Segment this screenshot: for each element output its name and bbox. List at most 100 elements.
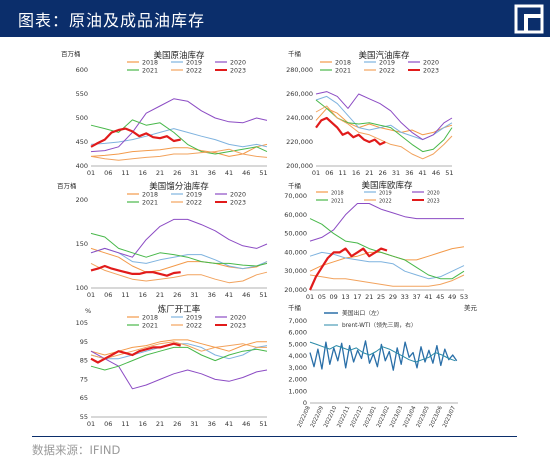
- series-line-2020: [309, 203, 464, 242]
- x-tick-label: 06: [104, 169, 112, 177]
- x-tick-label: 21: [365, 169, 373, 177]
- series-line-2023: [90, 264, 181, 277]
- series-line-2022: [90, 262, 268, 284]
- legend-label: brent-WTI（领先三周，右）: [342, 321, 417, 329]
- y-tick-label: 220,000: [286, 138, 313, 146]
- x-tick-label: 2023/07: [442, 405, 457, 429]
- y-tick-label: 55: [80, 413, 88, 421]
- footer-divider: [32, 436, 517, 437]
- x-tick-label: 21: [156, 291, 164, 299]
- x-tick-label: 51: [259, 420, 267, 428]
- series-line-2023: [308, 247, 388, 291]
- chart-title: 炼厂开工率: [158, 304, 201, 315]
- chart-title: 美国馏分油库存: [149, 181, 209, 192]
- y-tick-label: 105: [76, 319, 88, 327]
- series-line-2023: [315, 116, 386, 146]
- series-line-2021: [90, 232, 268, 267]
- x-tick-label: 06: [104, 291, 112, 299]
- x-tick-label: 26: [173, 169, 181, 177]
- x-tick-label: 41: [424, 293, 432, 301]
- chart-title: 美国原油库存: [153, 50, 205, 61]
- chart-distillate-inventory: 美国馏分油库存 百万桶 200 150 100 01 06 11 16 21 26 31 36 41 46 5…: [55, 180, 275, 305]
- x-tick-label: 33: [401, 293, 409, 301]
- legend-label: 2021: [142, 68, 158, 75]
- x-tick-label: 11: [121, 169, 129, 177]
- chart-gasoline-inventory: 美国汽油库存 千桶 280,000 260,000 240,000 220,000 200,…: [268, 48, 458, 178]
- y-axis-unit: 百万桶: [61, 49, 81, 58]
- legend-label: 2019: [186, 60, 202, 67]
- x-tick-label: 26: [173, 291, 181, 299]
- series-line-2018: [315, 107, 453, 136]
- x-tick-label: 36: [208, 420, 216, 428]
- legend-label: 2019: [186, 315, 202, 322]
- x-tick-label: 49: [448, 293, 456, 301]
- series-line-2020: [90, 350, 268, 390]
- y-tick-label: 50,000: [284, 230, 307, 238]
- legend-label: 2022: [186, 323, 202, 330]
- legend-label: 2022: [379, 199, 392, 205]
- y-tick-label: 40,000: [284, 248, 307, 256]
- series-line-2019: [90, 247, 268, 270]
- x-tick-label: 25: [377, 293, 385, 301]
- x-tick-label: 41: [225, 420, 233, 428]
- x-tick-label: 41: [225, 169, 233, 177]
- x-tick-label: 21: [365, 293, 373, 301]
- x-tick-label: 01: [306, 293, 314, 301]
- legend-label: 2018: [331, 191, 344, 197]
- y-axis-unit: 千桶: [288, 181, 301, 190]
- series-line-2020: [315, 91, 453, 141]
- chart-cushing-inventory: 美国库欧库存 千桶 70,000 60,000 50,000 40,000 30,000 20…: [268, 180, 468, 305]
- series-line-2019: [309, 251, 465, 280]
- series-line-2020: [90, 98, 268, 153]
- x-tick-label: 31: [190, 291, 198, 299]
- series-line-2021: [90, 346, 268, 371]
- x-tick-label: 16: [139, 420, 147, 428]
- legend-label: 2022: [186, 68, 202, 75]
- series-line-2018: [90, 339, 267, 356]
- x-tick-label: 05: [318, 293, 326, 301]
- y-tick-label: 65: [80, 394, 88, 402]
- y-axis-unit: 千桶: [288, 303, 301, 312]
- y-tick-label: 150: [76, 240, 88, 248]
- y-tick-label: 75: [80, 375, 88, 383]
- legend-label: 2023: [423, 68, 439, 75]
- y-tick-label: 85: [80, 357, 88, 365]
- legend-label: 2021: [331, 199, 344, 205]
- y-tick-label: 500: [76, 114, 88, 122]
- legend-label: 2021: [142, 200, 158, 207]
- x-tick-label: 31: [190, 420, 198, 428]
- series-line-2021: [309, 218, 465, 280]
- x-tick-label: 51: [445, 169, 453, 177]
- legend-label: 2023: [427, 199, 440, 205]
- legend-label: 2023: [230, 323, 246, 330]
- x-tick-label: 06: [104, 420, 112, 428]
- x-tick-label: 26: [173, 420, 181, 428]
- legend-label: 2020: [230, 315, 246, 322]
- logo: [514, 4, 544, 34]
- x-tick-label: 06: [325, 169, 333, 177]
- legend-label: 2018: [335, 60, 351, 67]
- y-tick-label: 20,000: [284, 286, 307, 294]
- series-line-2022: [309, 274, 465, 287]
- y-tick-label: 240,000: [286, 114, 313, 122]
- y-tick-label: 60,000: [284, 211, 307, 219]
- x-tick-label: 13: [341, 293, 349, 301]
- y-axis-unit: 千桶: [288, 49, 301, 58]
- series-line-2023: [90, 342, 181, 364]
- x-tick-label: 53: [460, 293, 468, 301]
- series-line-2023: [90, 127, 181, 148]
- series-line-spread: [309, 341, 456, 363]
- series-line-2021: [90, 119, 268, 155]
- legend-label: 2019: [379, 191, 392, 197]
- x-tick-label: 46: [242, 420, 250, 428]
- chart-title: 美国汽油库存: [358, 50, 410, 61]
- x-tick-label: 01: [87, 291, 95, 299]
- y-tick-label: 100: [76, 284, 88, 292]
- x-tick-label: 16: [352, 169, 360, 177]
- y-tick-label: 3,000: [288, 364, 307, 372]
- series-line-2022: [90, 148, 268, 161]
- x-tick-label: 01: [87, 420, 95, 428]
- x-tick-label: 26: [379, 169, 387, 177]
- x-tick-label: 16: [139, 169, 147, 177]
- x-tick-label: 21: [156, 420, 164, 428]
